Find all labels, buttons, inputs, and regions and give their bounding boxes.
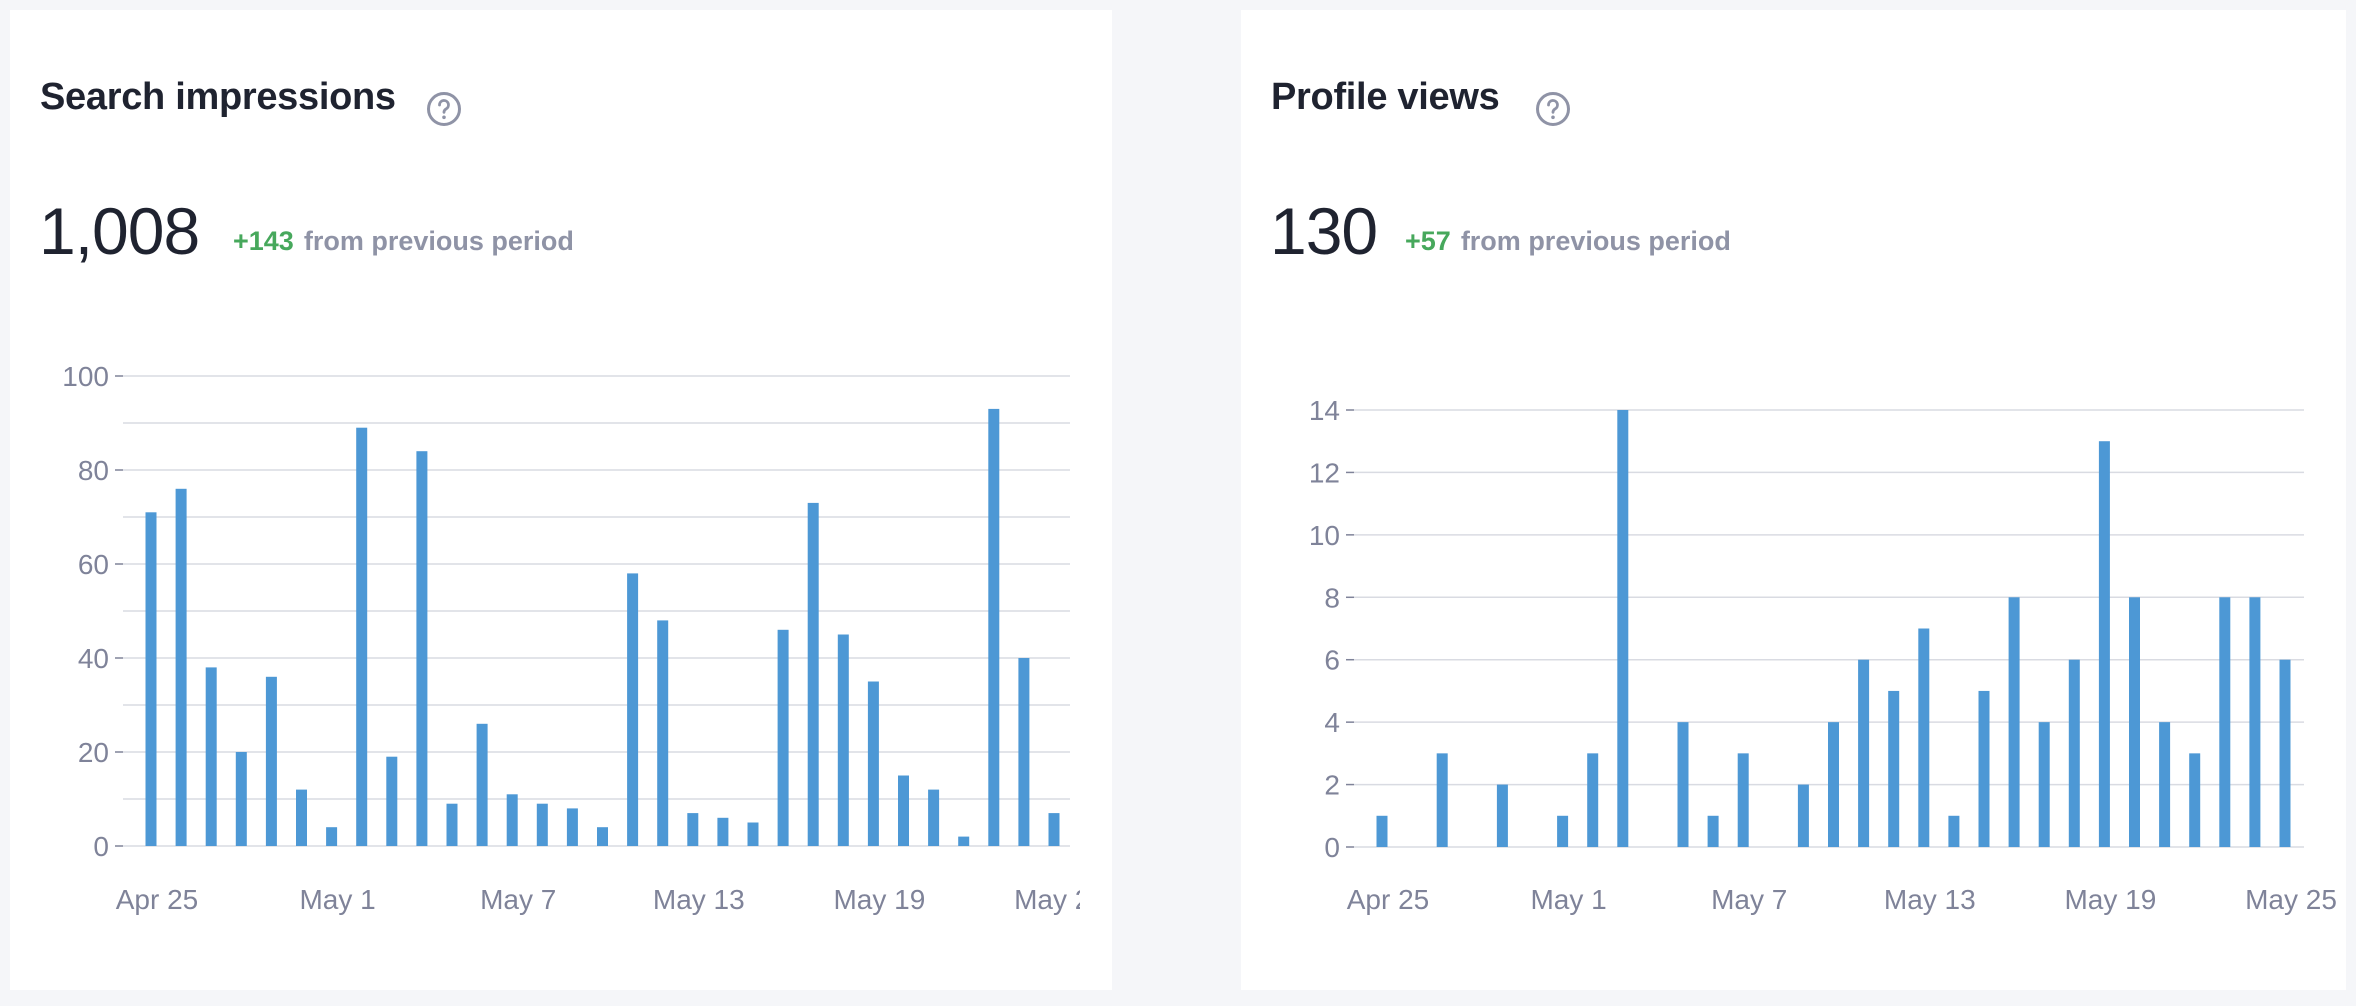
bar[interactable] xyxy=(1048,813,1060,846)
x-tick-label: May 13 xyxy=(653,884,745,915)
bar[interactable] xyxy=(1707,815,1719,847)
bar[interactable] xyxy=(506,794,518,846)
bar[interactable] xyxy=(867,681,879,847)
bar[interactable] xyxy=(2068,659,2080,847)
bar[interactable] xyxy=(657,620,669,846)
change-text: from previous period xyxy=(303,226,574,256)
question-circle-icon[interactable] xyxy=(1535,91,1571,127)
bar[interactable] xyxy=(1677,722,1689,847)
card-title: Profile views xyxy=(1271,76,1500,118)
bar[interactable] xyxy=(837,634,849,847)
bar[interactable] xyxy=(1918,628,1930,848)
bar[interactable] xyxy=(1617,410,1629,847)
y-tick-label: 0 xyxy=(93,831,109,862)
x-tick-label: May 1 xyxy=(299,884,375,915)
total-value: 1,008 xyxy=(39,194,200,268)
bar[interactable] xyxy=(1888,690,1900,847)
bar[interactable] xyxy=(386,756,398,846)
x-tick-label: May 19 xyxy=(2064,884,2156,915)
y-tick-label: 6 xyxy=(1324,645,1340,676)
y-tick-label: 60 xyxy=(78,549,109,580)
bar[interactable] xyxy=(356,427,368,846)
bar[interactable] xyxy=(1797,784,1809,847)
bar[interactable] xyxy=(2219,597,2231,847)
bar[interactable] xyxy=(1737,753,1749,847)
bar[interactable] xyxy=(476,723,488,846)
x-tick-label: Apr 25 xyxy=(116,884,199,915)
bar[interactable] xyxy=(1557,815,1569,847)
x-tick-label: May 25 xyxy=(2245,884,2337,915)
bar[interactable] xyxy=(326,827,338,846)
bar[interactable] xyxy=(627,573,639,846)
bar[interactable] xyxy=(145,512,157,846)
y-tick-label: 0 xyxy=(1324,832,1340,863)
change-line: +57 from previous period xyxy=(1405,228,1731,255)
bar[interactable] xyxy=(1828,722,1839,847)
card-title: Search impressions xyxy=(40,76,396,118)
y-tick-label: 8 xyxy=(1324,582,1340,613)
profile-views-chart: 0 2 4 6 8 10 12 14 Apr 25 May 1 May 7 May 13 May 19 M… xyxy=(1309,395,2337,915)
x-tick-label: May 7 xyxy=(1711,884,1787,915)
bar[interactable] xyxy=(566,808,578,846)
bar[interactable] xyxy=(1376,815,1388,847)
x-tick-label: May 1 xyxy=(1530,884,1606,915)
bar[interactable] xyxy=(1587,753,1599,847)
y-tick-label: 12 xyxy=(1309,457,1340,488)
change-text: from previous period xyxy=(1460,226,1731,256)
bar[interactable] xyxy=(898,775,909,847)
bar[interactable] xyxy=(1018,658,1030,846)
question-circle-icon[interactable] xyxy=(426,91,462,127)
bar[interactable] xyxy=(2129,597,2140,847)
bar[interactable] xyxy=(988,408,1000,846)
bar[interactable] xyxy=(2249,597,2261,847)
bar[interactable] xyxy=(265,676,277,846)
profile-views-card: 0 2 4 6 8 10 12 14 Apr 25 May 1 May 7 May 13 May 19 M… xyxy=(1241,10,2346,990)
bar[interactable] xyxy=(2159,722,2171,847)
x-tick-label: May 7 xyxy=(480,884,556,915)
x-tick-label: May 13 xyxy=(1884,884,1976,915)
bar[interactable] xyxy=(717,817,729,846)
change-delta: +57 xyxy=(1405,226,1451,256)
bar[interactable] xyxy=(416,451,428,846)
y-tick-label: 10 xyxy=(1309,520,1340,551)
search-impressions-chart: 0 20 40 60 80 100 Apr 25 May 1 May 7 May 13 May 19… xyxy=(62,361,1106,915)
bar[interactable] xyxy=(747,822,759,847)
bar[interactable] xyxy=(2038,722,2050,847)
change-line: +143 from previous period xyxy=(233,228,574,255)
change-delta: +143 xyxy=(233,226,294,256)
x-tick-label: May 25 xyxy=(1014,884,1106,915)
bar[interactable] xyxy=(687,813,699,846)
bar[interactable] xyxy=(928,789,940,846)
bar[interactable] xyxy=(807,502,819,846)
y-tick-label: 14 xyxy=(1309,395,1340,426)
bar[interactable] xyxy=(1858,659,1870,847)
bar[interactable] xyxy=(446,803,458,846)
bar[interactable] xyxy=(1978,690,1990,847)
bar[interactable] xyxy=(2008,597,2020,847)
bar[interactable] xyxy=(777,629,789,846)
bar[interactable] xyxy=(2189,753,2201,847)
search-impressions-card: 0 20 40 60 80 100 Apr 25 May 1 May 7 May 13 May 19… xyxy=(10,10,1112,990)
x-tick-label: May 19 xyxy=(833,884,925,915)
bar[interactable] xyxy=(2098,441,2110,847)
bar[interactable] xyxy=(958,836,970,846)
y-tick-label: 40 xyxy=(78,643,109,674)
bar[interactable] xyxy=(205,667,217,846)
y-tick-label: 80 xyxy=(78,455,109,486)
bar[interactable] xyxy=(597,827,608,846)
y-tick-label: 20 xyxy=(78,737,109,768)
x-tick-label: Apr 25 xyxy=(1347,884,1430,915)
bar[interactable] xyxy=(1948,815,1960,847)
bar[interactable] xyxy=(296,789,307,846)
bar[interactable] xyxy=(175,488,187,846)
bar[interactable] xyxy=(235,752,247,846)
y-tick-label: 4 xyxy=(1324,707,1340,738)
total-value: 130 xyxy=(1270,194,1378,268)
bar[interactable] xyxy=(2279,659,2291,847)
bar[interactable] xyxy=(536,803,548,846)
bar[interactable] xyxy=(1496,784,1508,847)
y-tick-label: 100 xyxy=(62,361,109,392)
y-tick-label: 2 xyxy=(1324,770,1340,801)
bar[interactable] xyxy=(1436,753,1448,847)
